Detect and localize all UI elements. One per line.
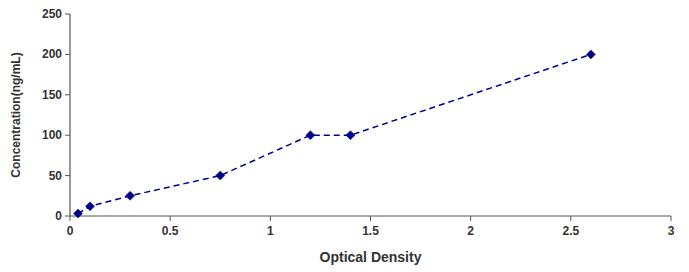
y-tick bbox=[65, 175, 70, 176]
y-tick-label: 150 bbox=[42, 88, 62, 102]
y-tick bbox=[65, 216, 70, 217]
x-tick-label: 2.5 bbox=[562, 224, 579, 238]
x-tick-label: 1.5 bbox=[362, 224, 379, 238]
y-tick bbox=[65, 14, 70, 15]
data-point bbox=[306, 131, 315, 140]
y-axis-label: Concentration(ng/mL) bbox=[9, 52, 23, 177]
x-tick bbox=[70, 216, 71, 221]
y-tick-label: 50 bbox=[49, 169, 63, 183]
data-point bbox=[86, 202, 95, 211]
y-tick bbox=[65, 54, 70, 55]
chart-svg: 0 0.5 1 1.5 2 2.5 3 0 50 100 150 200 250 Optical Dens… bbox=[0, 0, 689, 272]
data-point bbox=[74, 209, 83, 218]
y-tick-label: 250 bbox=[42, 7, 62, 21]
data-point bbox=[586, 50, 595, 59]
x-tick bbox=[570, 216, 571, 221]
x-tick-label: 2 bbox=[467, 224, 474, 238]
data-point bbox=[216, 171, 225, 180]
x-tick bbox=[170, 216, 171, 221]
x-tick bbox=[370, 216, 371, 221]
y-tick-label: 0 bbox=[55, 209, 62, 223]
x-tick-label: 1 bbox=[267, 224, 274, 238]
y-tick bbox=[65, 94, 70, 95]
y-tick bbox=[65, 135, 70, 136]
x-tick-label: 0 bbox=[67, 224, 74, 238]
plot-area bbox=[74, 50, 596, 218]
y-tick-label: 100 bbox=[42, 128, 62, 142]
x-tick-label: 0.5 bbox=[162, 224, 179, 238]
data-point bbox=[346, 131, 355, 140]
x-tick bbox=[671, 216, 672, 221]
y-tick-label: 200 bbox=[42, 47, 62, 61]
data-point bbox=[126, 191, 135, 200]
x-axis-label: Optical Density bbox=[320, 249, 422, 265]
y-axis-line bbox=[69, 14, 70, 216]
data-line bbox=[78, 54, 591, 213]
chart-container: 0 0.5 1 1.5 2 2.5 3 0 50 100 150 200 250 Optical Dens… bbox=[0, 0, 689, 272]
x-tick-label: 3 bbox=[668, 224, 675, 238]
x-tick bbox=[270, 216, 271, 221]
x-tick bbox=[470, 216, 471, 221]
